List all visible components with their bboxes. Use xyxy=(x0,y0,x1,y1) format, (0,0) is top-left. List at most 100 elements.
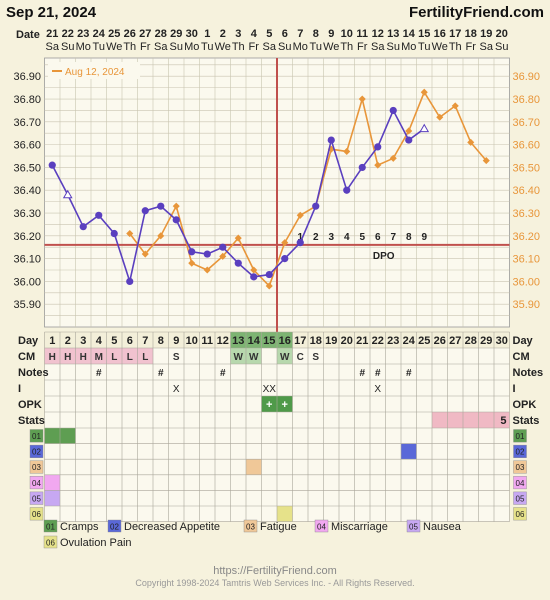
data-point xyxy=(358,163,366,172)
cm-value: S xyxy=(173,352,180,363)
data-point xyxy=(203,250,211,258)
day-cell-bg xyxy=(137,332,153,348)
symptom-code: 02 xyxy=(32,448,41,457)
date-label: 15 xyxy=(418,28,430,40)
cm-cell-bg xyxy=(277,348,293,364)
data-point xyxy=(389,154,397,162)
cm-value: L xyxy=(127,352,133,363)
day-cell-bg xyxy=(478,332,494,348)
data-point xyxy=(219,243,227,251)
y-tick-label-left: 36.70 xyxy=(13,117,41,129)
cm-value: W xyxy=(234,352,244,363)
data-point xyxy=(296,239,304,247)
y-tick-label-right: 36.30 xyxy=(513,208,541,220)
legend-symptom-name: Decreased Appetite xyxy=(124,521,220,533)
dpo-number: 8 xyxy=(406,232,412,243)
y-tick-label-left: 36.50 xyxy=(13,162,41,174)
notes-marker: # xyxy=(220,368,226,379)
data-point xyxy=(234,259,242,267)
cm-cell-bg xyxy=(91,348,107,364)
footer-copyright: Copyright 1998-2024 Tamtris Web Services… xyxy=(135,578,415,588)
cm-cell-bg xyxy=(44,348,60,364)
day-cell-bg xyxy=(339,332,355,348)
dpo-number: 1 xyxy=(297,232,303,243)
legend-code-box xyxy=(43,535,58,549)
cm-cell-bg xyxy=(168,348,184,364)
data-point xyxy=(250,273,258,281)
cm-value: C xyxy=(297,352,304,363)
weekday-label: Fr xyxy=(466,41,477,53)
day-number: 12 xyxy=(217,335,229,347)
symptom-cell xyxy=(44,474,60,491)
weekday-label: Mo xyxy=(76,41,91,53)
weekday-label: Fr xyxy=(357,41,368,53)
data-point xyxy=(467,138,475,146)
row-label-right: Notes xyxy=(513,367,544,379)
weekday-label: Sa xyxy=(154,41,168,53)
data-point xyxy=(358,95,366,103)
day-number: 28 xyxy=(465,335,477,347)
dpo-label: DPO xyxy=(373,251,395,262)
data-point xyxy=(95,211,103,219)
data-point xyxy=(436,113,444,121)
stats-value: 5 xyxy=(500,415,506,427)
symptom-code-box xyxy=(29,429,44,443)
day-cell-bg xyxy=(44,332,60,348)
weekday-label: We xyxy=(323,41,339,53)
day-number: 3 xyxy=(80,335,86,347)
legend-code: 03 xyxy=(246,523,255,532)
cm-cell-bg xyxy=(230,348,246,364)
date-label: 11 xyxy=(356,28,368,40)
notes-marker: # xyxy=(359,368,365,379)
stats-highlight xyxy=(432,412,510,428)
y-tick-label-left: 35.90 xyxy=(13,299,41,311)
cm-cell-bg xyxy=(75,348,91,364)
data-point xyxy=(343,186,351,194)
data-point xyxy=(250,266,258,274)
day-cell-bg xyxy=(308,332,324,348)
day-cell-bg xyxy=(122,332,138,348)
day-number: 15 xyxy=(263,335,275,347)
date-label: 26 xyxy=(124,28,136,40)
weekday-label: Mo xyxy=(401,41,416,53)
day-number: 4 xyxy=(96,335,103,347)
data-point xyxy=(157,232,165,240)
cm-cell-bg xyxy=(122,348,138,364)
data-point xyxy=(281,255,289,263)
symptom-code: 06 xyxy=(516,510,525,519)
weekday-label: Th xyxy=(340,41,353,53)
symptom-code: 03 xyxy=(516,463,525,472)
day-number: 24 xyxy=(403,335,416,347)
cm-value: H xyxy=(80,352,87,363)
day-cell-bg xyxy=(463,332,479,348)
cm-value: H xyxy=(49,352,56,363)
weekday-label: Su xyxy=(61,41,74,53)
cm-cell-bg xyxy=(106,348,122,364)
day-cell-bg xyxy=(370,332,386,348)
symptom-code: 06 xyxy=(32,510,41,519)
legend-label: Aug 12, 2024 xyxy=(65,67,125,78)
date-label: 4 xyxy=(251,28,258,40)
weekday-label: Tu xyxy=(310,41,322,53)
y-tick-label-right: 36.50 xyxy=(513,162,541,174)
day-cell-bg xyxy=(246,332,262,348)
weekday-label: Fr xyxy=(249,41,260,53)
day-number: 20 xyxy=(341,335,353,347)
row-label-left: Stats xyxy=(18,415,45,427)
legend-symptom-name: Fatigue xyxy=(260,521,297,533)
day-cell-bg xyxy=(354,332,370,348)
date-label: 28 xyxy=(155,28,167,40)
chart-date: Sep 21, 2024 xyxy=(6,4,97,21)
weekday-label: Sa xyxy=(480,41,494,53)
notes-marker: # xyxy=(375,368,381,379)
y-tick-label-left: 36.00 xyxy=(13,276,41,288)
data-point xyxy=(79,223,87,231)
symptom-code-box xyxy=(513,476,527,490)
dpo-number: 3 xyxy=(328,232,334,243)
fertility-chart: Date 21 22 23 24 25 26 27 28 29 30 1 2 3 4 5 6 7 8 9 10 11 12 1… xyxy=(13,28,544,549)
legend-symptom-name: Miscarriage xyxy=(331,521,388,533)
day-number: 18 xyxy=(310,335,322,347)
footer-url[interactable]: https://FertilityFriend.com xyxy=(213,565,337,577)
date-label: 16 xyxy=(434,28,446,40)
cm-cell-bg xyxy=(60,348,76,364)
